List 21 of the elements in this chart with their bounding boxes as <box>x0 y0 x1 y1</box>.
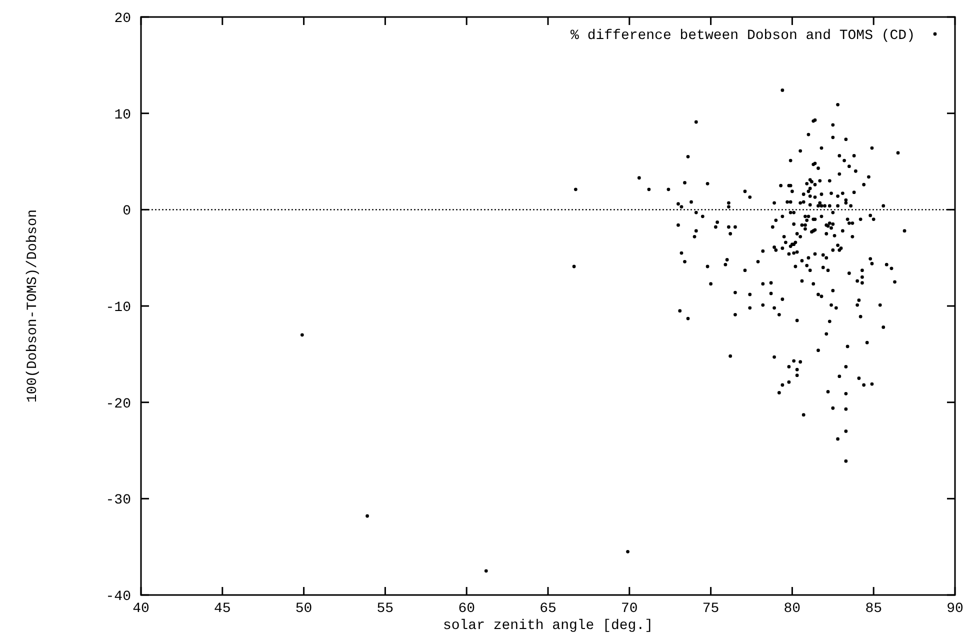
y-axis-title: 100(Dobson-TOMS)/Dobson <box>25 209 41 403</box>
y-tick-label: 20 <box>114 11 131 27</box>
x-tick-label: 45 <box>214 601 231 617</box>
y-tick-label: -20 <box>106 396 131 412</box>
legend-label: % difference between Dobson and TOMS (CD) <box>570 28 915 44</box>
x-tick-label: 65 <box>540 601 556 617</box>
x-tick-label: 80 <box>784 601 801 617</box>
y-tick-label: -10 <box>106 300 131 316</box>
y-tick-label: 0 <box>122 204 131 220</box>
x-tick-label: 50 <box>295 601 312 617</box>
x-tick-label: 40 <box>132 601 150 617</box>
x-tick-label: 55 <box>376 601 394 617</box>
x-tick-label: 90 <box>946 601 964 617</box>
x-tick-label: 75 <box>702 601 720 617</box>
y-tick-label: 10 <box>114 107 131 124</box>
y-tick-label: -30 <box>106 492 131 509</box>
x-tick-label: 85 <box>865 601 882 617</box>
x-tick-label: 70 <box>620 601 638 617</box>
y-tick-label: -40 <box>106 589 131 605</box>
x-tick-label: 60 <box>458 601 476 617</box>
x-axis-title: solar zenith angle [deg.] <box>442 618 654 634</box>
